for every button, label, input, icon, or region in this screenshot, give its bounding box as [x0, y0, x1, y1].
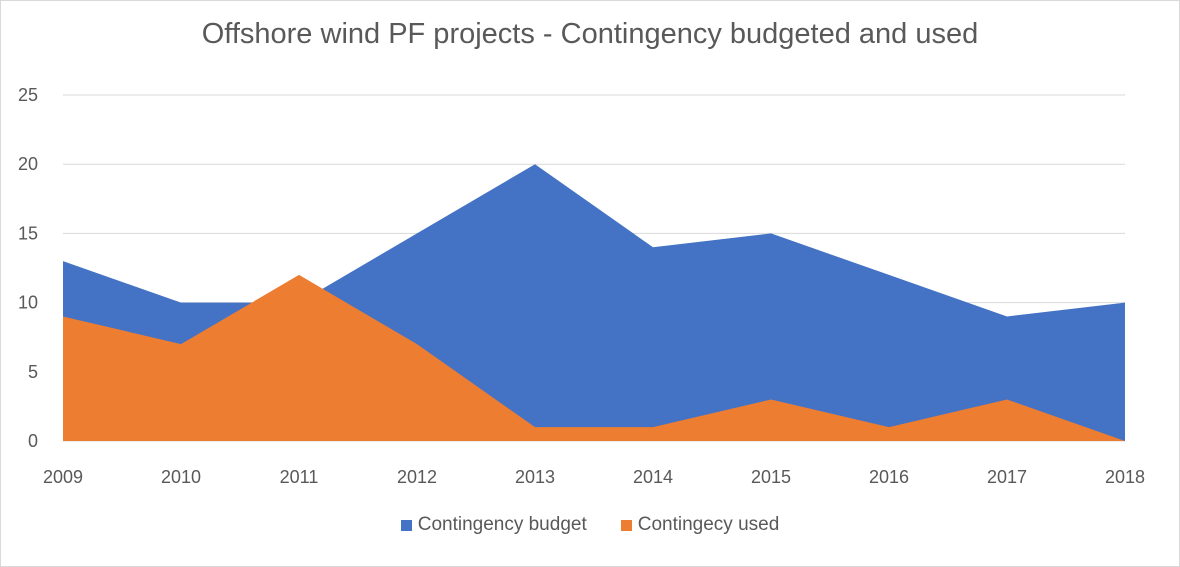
- y-tick-label: 10: [18, 293, 38, 313]
- x-tick-label: 2015: [751, 467, 791, 487]
- y-tick-label: 15: [18, 223, 38, 243]
- x-tick-label: 2011: [280, 467, 319, 487]
- legend-item-budget: Contingency budget: [400, 514, 587, 536]
- x-tick-label: 2013: [515, 467, 555, 487]
- x-tick-label: 2017: [987, 467, 1027, 487]
- x-tick-label: 2016: [869, 467, 909, 487]
- y-tick-label: 5: [28, 362, 38, 382]
- x-axis-ticks: 2009 2010 2011 2012 2013 2014 2015 2016 2017 2018: [43, 467, 1145, 487]
- x-tick-label: 2012: [397, 467, 437, 487]
- legend-swatch-used: [620, 519, 632, 531]
- y-axis-ticks: 0 5 10 15 20 25: [18, 85, 38, 451]
- legend: Contingency budget Contingecy used: [0, 514, 1180, 536]
- area-series-1: [63, 274, 1125, 441]
- y-tick-label: 25: [18, 85, 38, 105]
- chart-title: Offshore wind PF projects - Contingency …: [201, 18, 979, 50]
- y-tick-label: 0: [28, 431, 38, 451]
- legend-label-budget: Contingency budget: [417, 514, 587, 535]
- x-tick-label: 2018: [1105, 467, 1145, 487]
- y-tick-label: 20: [18, 154, 38, 174]
- series-areas: [63, 164, 1125, 441]
- x-tick-label: 2010: [161, 467, 201, 487]
- legend-label-used: Contingecy used: [637, 514, 780, 535]
- x-tick-label: 2014: [633, 467, 673, 487]
- x-tick-label: 2009: [43, 467, 83, 487]
- legend-swatch-budget: [400, 519, 412, 531]
- legend-item-used: Contingecy used: [620, 514, 780, 536]
